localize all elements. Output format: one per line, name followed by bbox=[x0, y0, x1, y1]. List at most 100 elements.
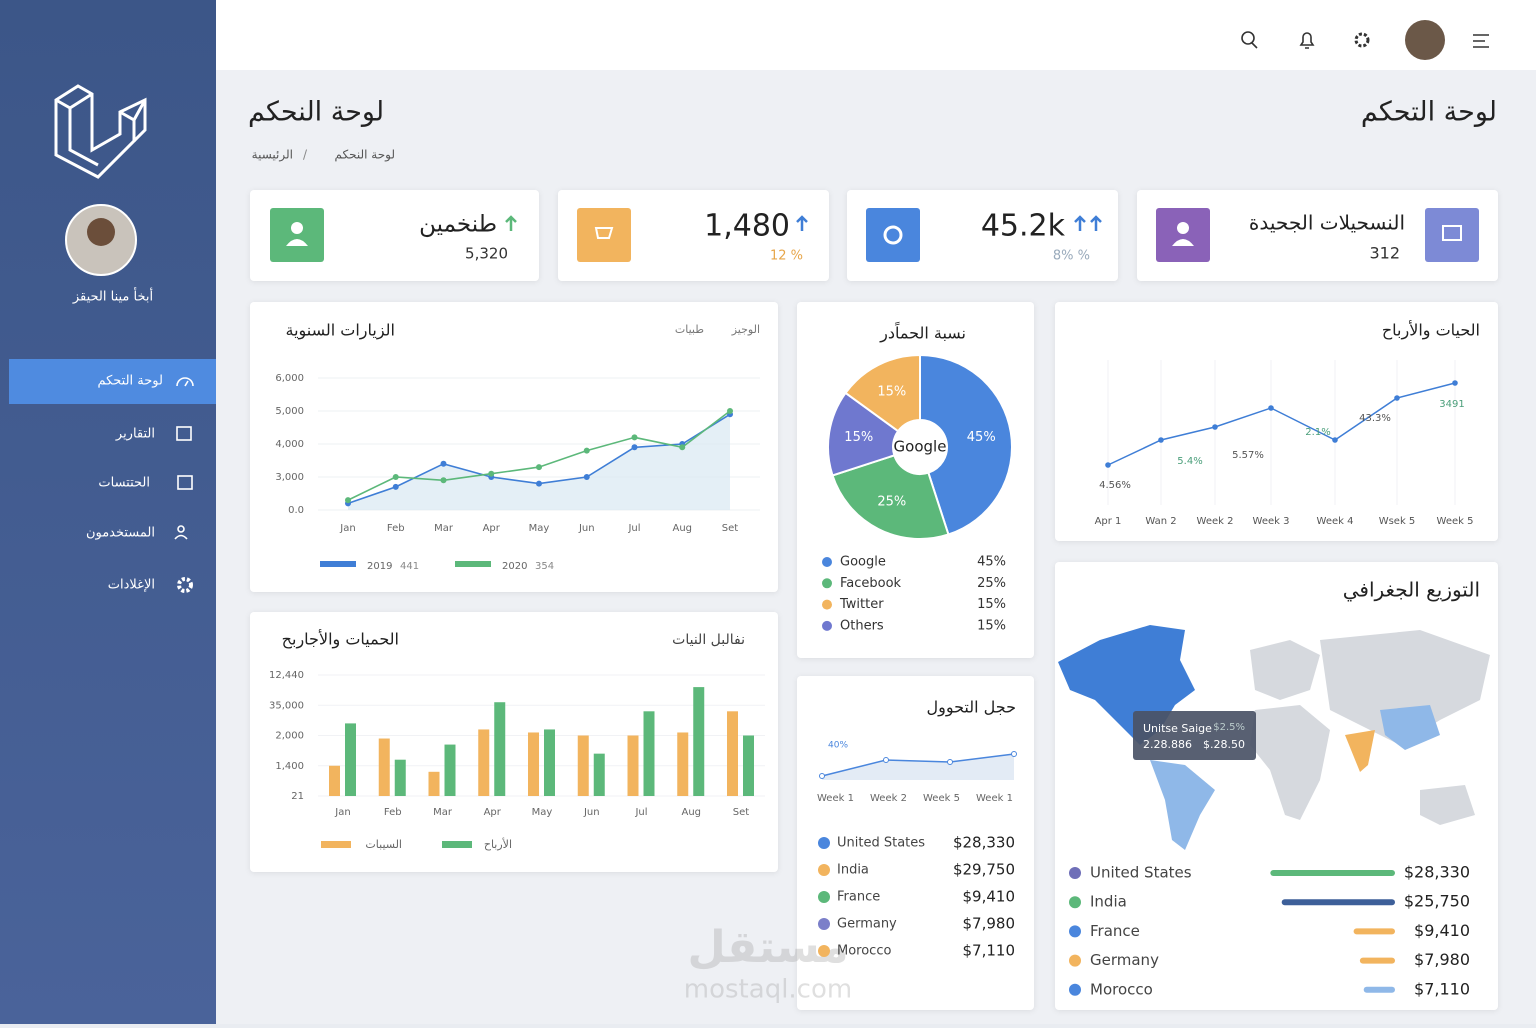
stat-sub: 8% % bbox=[1053, 249, 1090, 264]
pie-center: Google bbox=[894, 438, 947, 456]
map-tooltip bbox=[1133, 711, 1256, 760]
breadcrumb[interactable]: لوحة النحكم bbox=[335, 148, 396, 163]
area bbox=[348, 414, 730, 510]
legend-swatch bbox=[455, 561, 491, 567]
list-value: $9,410 bbox=[963, 888, 1016, 906]
stat-card bbox=[1137, 190, 1498, 281]
card-title: التوزيع الجغرافي bbox=[1343, 578, 1480, 603]
card bbox=[250, 612, 778, 872]
x-tick-label: Feb bbox=[384, 807, 402, 818]
list-dot bbox=[1069, 867, 1081, 879]
slice-label: 15% bbox=[844, 430, 873, 445]
menu-item[interactable]: لوحة التحكم bbox=[97, 374, 163, 389]
card-subtitle: نفالبل النيات bbox=[672, 632, 745, 648]
stat-value: 1,480 bbox=[704, 209, 790, 244]
x-tick-label: Week 1 bbox=[976, 793, 1013, 804]
x-tick-label: Mar bbox=[433, 807, 453, 818]
stat-value: 45.2k bbox=[981, 209, 1066, 244]
bar bbox=[528, 732, 539, 796]
x-tick-label: Set bbox=[722, 523, 739, 534]
list-value: $7,980 bbox=[963, 915, 1016, 933]
bar bbox=[727, 711, 738, 796]
list-dot bbox=[818, 918, 830, 930]
menu-item[interactable]: الحتتسات bbox=[98, 476, 150, 491]
list-label: Morocco bbox=[837, 944, 891, 959]
legend-label: Twitter bbox=[839, 597, 884, 612]
tooltip-text: $2.5% bbox=[1213, 722, 1245, 733]
list-label: India bbox=[837, 863, 869, 878]
list-value: $29,750 bbox=[953, 861, 1015, 879]
y-tick-label: 35,000 bbox=[269, 700, 304, 711]
list-dot bbox=[1069, 954, 1081, 967]
x-tick-label: Week 1 bbox=[817, 793, 854, 804]
breadcrumb-sep: / bbox=[303, 148, 308, 162]
point bbox=[583, 447, 590, 454]
legend-swatch bbox=[321, 841, 351, 848]
list-value: $28,330 bbox=[953, 834, 1015, 852]
breadcrumb[interactable]: الرئيسية bbox=[252, 148, 293, 163]
x-tick-label: May bbox=[529, 523, 550, 534]
bar bbox=[643, 711, 655, 796]
list-value: $25,750 bbox=[1404, 892, 1470, 911]
menu-item[interactable]: التقارير bbox=[115, 427, 155, 442]
bar bbox=[394, 759, 406, 796]
menu-active[interactable] bbox=[9, 359, 216, 404]
bar bbox=[544, 729, 555, 796]
menu-item[interactable]: الإغلادات bbox=[108, 578, 155, 593]
tab[interactable]: طبيات bbox=[675, 323, 704, 336]
legend-swatch bbox=[320, 561, 356, 567]
list-value: $7,980 bbox=[1414, 950, 1470, 969]
card bbox=[250, 302, 778, 592]
point bbox=[440, 460, 447, 467]
annotation: 4.56% bbox=[1099, 480, 1131, 491]
point bbox=[631, 444, 638, 451]
annotation: 2.1% bbox=[1305, 427, 1330, 438]
stat-glyphs bbox=[286, 222, 1462, 246]
tooltip-text: Unitse Saige bbox=[1143, 722, 1212, 735]
tab[interactable]: الوجيز bbox=[731, 323, 760, 336]
point bbox=[1212, 424, 1218, 430]
stat-icon bbox=[577, 208, 631, 262]
legend-label: 2019 bbox=[367, 561, 392, 572]
bar bbox=[677, 732, 689, 796]
sidebar bbox=[0, 0, 216, 1024]
x-tick-label: Week 3 bbox=[1253, 516, 1290, 527]
pie-slice bbox=[831, 454, 950, 540]
top-avatar[interactable] bbox=[1405, 20, 1445, 60]
point bbox=[947, 759, 953, 765]
stat-icon bbox=[1156, 208, 1210, 262]
card bbox=[1055, 302, 1498, 541]
list-value: $28,330 bbox=[1404, 863, 1470, 882]
legend-label: Others bbox=[840, 618, 884, 633]
y-tick-label: 2,000 bbox=[275, 731, 304, 742]
annotation: 3491 bbox=[1439, 399, 1464, 410]
x-tick-label: Feb bbox=[387, 523, 405, 534]
point bbox=[1452, 380, 1458, 386]
x-tick-label: Wsek 5 bbox=[1379, 516, 1416, 527]
card-title: الزيارات السنوية bbox=[285, 321, 395, 341]
point bbox=[440, 477, 447, 484]
legend-dot bbox=[822, 620, 832, 631]
world-map bbox=[1058, 625, 1490, 850]
x-tick-label: Aug bbox=[681, 807, 701, 818]
list-dot bbox=[1069, 983, 1081, 996]
avatar-face bbox=[87, 218, 115, 246]
slice-label: 15% bbox=[877, 384, 906, 399]
y-tick-label: 12,440 bbox=[269, 670, 304, 681]
tooltip-text: 2.28.886 bbox=[1143, 738, 1192, 751]
list-bar bbox=[1281, 899, 1395, 906]
point bbox=[1268, 405, 1274, 411]
menu-item[interactable]: المستخدمون bbox=[86, 526, 155, 541]
y-tick-label: 3,000 bbox=[275, 472, 304, 483]
annotation: 43.3% bbox=[1359, 413, 1391, 424]
x-tick-label: Aug bbox=[672, 523, 692, 534]
stat-icon bbox=[866, 208, 920, 262]
point bbox=[536, 464, 542, 471]
bar bbox=[593, 753, 605, 796]
legend-label: Google bbox=[840, 555, 886, 570]
topbar-icons[interactable] bbox=[1241, 31, 1489, 49]
list-dot bbox=[818, 945, 830, 957]
legend-swatch bbox=[442, 841, 472, 848]
